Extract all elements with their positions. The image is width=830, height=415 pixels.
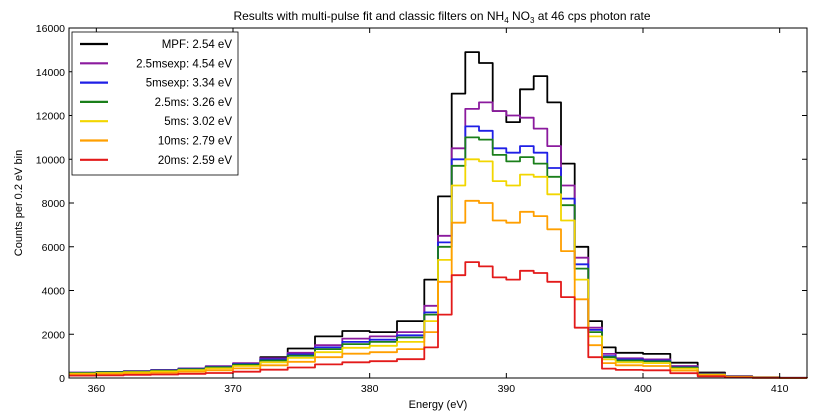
series-layer xyxy=(69,51,808,379)
y-tick-label: 0 xyxy=(59,373,65,385)
legend-label-2: 5msexp: 3.34 eV xyxy=(146,78,233,90)
series-line-6 xyxy=(69,261,808,379)
y-tick-label: 2000 xyxy=(42,329,66,341)
legend-label-4: 5ms: 3.02 eV xyxy=(164,116,232,128)
x-tick-label: 360 xyxy=(88,383,106,395)
plot-frame xyxy=(68,27,808,379)
y-tick-label: 12000 xyxy=(36,111,65,123)
legend-label-1: 2.5msexp: 4.54 eV xyxy=(136,58,232,70)
y-tick-label: 10000 xyxy=(36,154,65,166)
legend-label-3: 2.5ms: 3.26 eV xyxy=(155,97,233,109)
legend-label-6: 20ms: 2.59 eV xyxy=(158,155,232,167)
legend-box xyxy=(71,31,239,176)
chart-title: Results with multi-pulse fit and classic… xyxy=(233,9,650,25)
x-tick-label: 390 xyxy=(498,383,516,395)
legend-label-5: 10ms: 2.79 eV xyxy=(158,136,232,148)
x-tick-label: 380 xyxy=(361,383,379,395)
y-axis-label: Counts per 0.2 eV bin xyxy=(13,150,25,256)
y-tick-label: 4000 xyxy=(42,286,66,298)
series-line-5 xyxy=(69,199,808,379)
y-tick-label: 14000 xyxy=(36,67,65,79)
x-tick-label: 370 xyxy=(224,383,242,395)
x-tick-label: 410 xyxy=(771,383,789,395)
y-tick-label: 8000 xyxy=(42,198,66,210)
y-tick-label: 16000 xyxy=(36,23,65,35)
x-tick-label: 400 xyxy=(634,383,652,395)
legend: MPF: 2.54 eV 2.5msexp: 4.54 eV 5msexp: 3.3… xyxy=(71,31,239,176)
x-axis-label: Energy (eV) xyxy=(409,399,468,411)
axes-layer: 360 370 380 390 400 410 0 2000 4000 6000 8000 10000… xyxy=(36,23,807,395)
y-tick-label: 6000 xyxy=(42,242,66,254)
legend-label-0: MPF: 2.54 eV xyxy=(162,39,233,51)
